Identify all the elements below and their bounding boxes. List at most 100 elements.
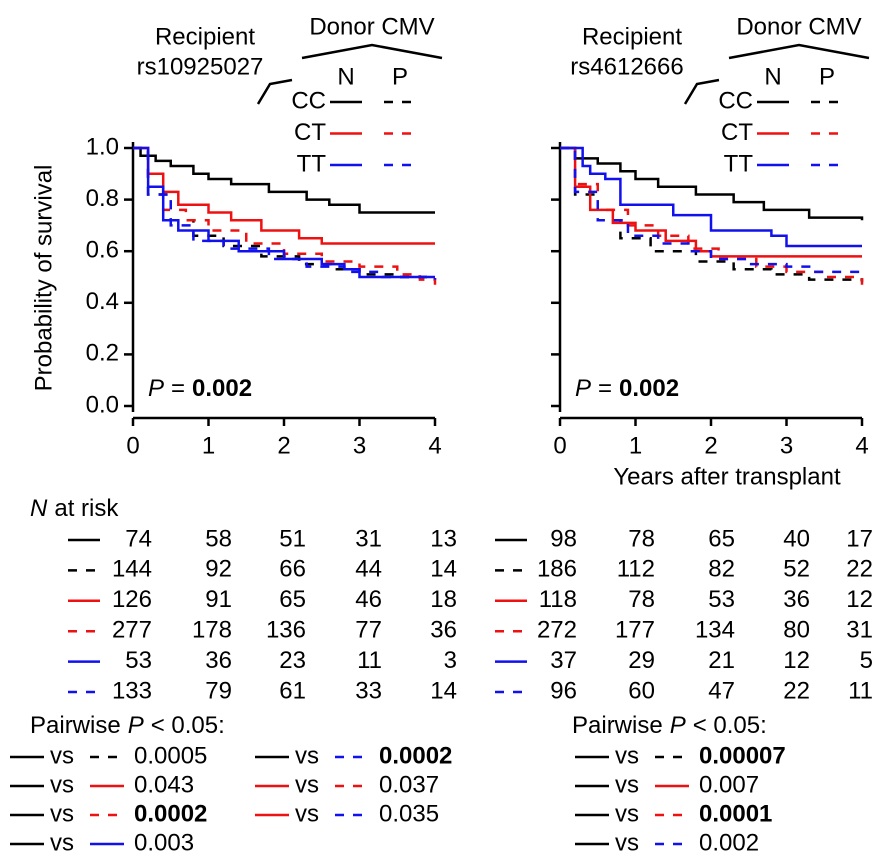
y-tick-label: 0.0 xyxy=(86,391,119,418)
at-risk-count: 98 xyxy=(550,525,577,552)
at-risk-count: 12 xyxy=(783,647,810,674)
pairwise-p: 0.0002 xyxy=(379,742,452,769)
survival-curve xyxy=(133,146,435,245)
pairwise-p: 0.00007 xyxy=(699,742,786,769)
at-risk-count: 60 xyxy=(628,677,655,704)
legend-brace xyxy=(728,43,870,60)
at-risk-count: 46 xyxy=(355,586,382,613)
at-risk-count: 136 xyxy=(266,617,306,644)
at-risk-count: 5 xyxy=(860,647,873,674)
at-risk-count: 272 xyxy=(537,617,577,644)
legend-row: CT xyxy=(721,119,753,146)
y-axis-label: Probability of survival xyxy=(30,165,57,392)
at-risk-count: 11 xyxy=(357,647,382,674)
at-risk-count: 53 xyxy=(708,586,735,613)
at-risk-count: 96 xyxy=(550,677,577,704)
at-risk-count: 66 xyxy=(279,556,306,583)
pairwise-p: 0.003 xyxy=(134,829,194,856)
at-risk-var: N xyxy=(30,495,48,522)
at-risk-count: 36 xyxy=(205,647,232,674)
at-risk-count: 14 xyxy=(430,677,457,704)
p-annotation: P = 0.002 xyxy=(575,375,679,402)
pairwise-vs: vs xyxy=(50,800,74,827)
legend-slash xyxy=(256,78,293,105)
at-risk-count: 3 xyxy=(444,647,457,674)
pairwise-vs: vs xyxy=(50,771,74,798)
at-risk-count: 37 xyxy=(550,647,577,674)
legend-brace xyxy=(301,43,443,60)
pairwise-p: 0.007 xyxy=(699,771,759,798)
x-tick-label: 0 xyxy=(553,432,566,459)
at-risk-count: 22 xyxy=(846,556,873,583)
pairwise-var: P xyxy=(670,712,686,739)
pairwise-vs: vs xyxy=(50,742,74,769)
p-eq: = xyxy=(598,375,612,402)
legend-row: CC xyxy=(291,87,326,114)
pairwise-word: Pairwise xyxy=(572,712,663,739)
legend-column: N xyxy=(337,63,354,90)
at-risk-count: 144 xyxy=(112,556,152,583)
at-risk-count: 53 xyxy=(125,647,152,674)
legend-column: P xyxy=(392,63,408,90)
pairwise-vs: vs xyxy=(295,742,319,769)
at-risk-count: 126 xyxy=(112,586,152,613)
pairwise-vs: vs xyxy=(295,771,319,798)
x-tick-label: 2 xyxy=(277,432,290,459)
p-annotation: P = 0.002 xyxy=(148,375,252,402)
at-risk-count: 65 xyxy=(708,525,735,552)
at-risk-count: 33 xyxy=(355,677,382,704)
at-risk-count: 40 xyxy=(783,525,810,552)
at-risk-count: 11 xyxy=(848,677,873,704)
at-risk-count: 29 xyxy=(628,647,655,674)
pairwise-p: 0.035 xyxy=(379,800,439,827)
at-risk-count: 31 xyxy=(846,617,873,644)
survival-curve xyxy=(560,146,864,221)
at-risk-count: 74 xyxy=(125,525,152,552)
survival-curve xyxy=(560,146,862,248)
y-tick-label: 0.2 xyxy=(86,340,119,367)
pairwise-vs: vs xyxy=(615,800,639,827)
p-eq: = xyxy=(171,375,185,402)
at-risk-count: 18 xyxy=(430,586,457,613)
at-risk-count: 61 xyxy=(279,677,306,704)
y-tick-label: 1.0 xyxy=(86,133,119,160)
x-tick-label: 1 xyxy=(202,432,215,459)
legend-row: CT xyxy=(294,119,326,146)
legend-donor-title: Donor CMV xyxy=(309,13,434,40)
pairwise-var: P xyxy=(128,712,144,739)
survival-curve xyxy=(560,146,862,274)
p-var: P xyxy=(148,375,164,402)
legend-recipient: Recipient xyxy=(582,23,682,50)
at-risk-text: at risk xyxy=(54,495,119,522)
at-risk-count: 92 xyxy=(205,556,232,583)
survival-curve xyxy=(133,146,435,214)
at-risk-count: 52 xyxy=(783,556,810,583)
legend-column: N xyxy=(764,63,781,90)
at-risk-count: 21 xyxy=(708,647,735,674)
at-risk-count: 14 xyxy=(430,556,457,583)
x-tick-label: 0 xyxy=(126,432,139,459)
legend-row: CC xyxy=(718,87,753,114)
pairwise-title: Pairwise P < 0.05: xyxy=(572,712,767,739)
at-risk-count: 23 xyxy=(279,647,306,674)
at-risk-count: 13 xyxy=(430,525,457,552)
at-risk-count: 31 xyxy=(355,525,382,552)
x-tick-label: 2 xyxy=(704,432,717,459)
y-tick-label: 0.4 xyxy=(86,288,119,315)
survival-curve xyxy=(133,146,437,280)
pairwise-vs: vs xyxy=(295,800,319,827)
at-risk-count: 77 xyxy=(355,617,382,644)
at-risk-count: 78 xyxy=(628,586,655,613)
at-risk-count: 277 xyxy=(112,617,152,644)
legend-column: P xyxy=(819,63,835,90)
x-tick-label: 4 xyxy=(855,432,868,459)
pairwise-p: 0.043 xyxy=(134,771,194,798)
pairwise-condition: < 0.05: xyxy=(693,712,767,739)
legend-row: TT xyxy=(724,150,754,177)
x-tick-label: 1 xyxy=(629,432,642,459)
at-risk-count: 47 xyxy=(708,677,735,704)
at-risk-count: 178 xyxy=(192,617,232,644)
legend-snp: rs10925027 xyxy=(137,53,264,80)
